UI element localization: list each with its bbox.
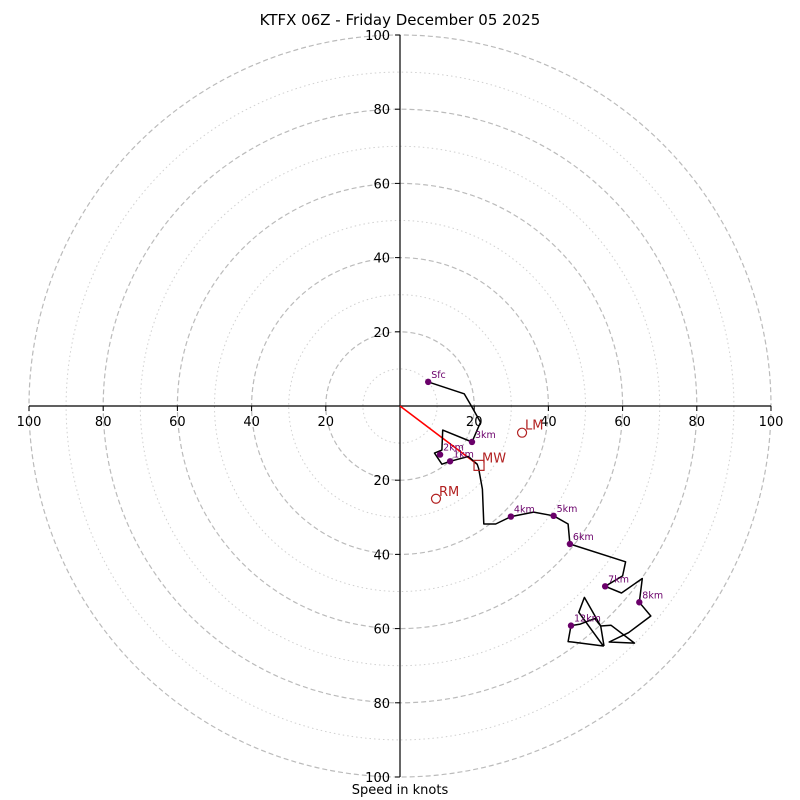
height-label-4km: 4km xyxy=(514,505,535,516)
height-marker-2km xyxy=(436,451,444,458)
height-marker-Sfc xyxy=(424,378,432,386)
height-marker-5km xyxy=(550,512,557,520)
tick-label-left: 20 xyxy=(318,415,335,430)
storm-label-LM: LM xyxy=(525,419,543,434)
height-label-2km: 2km xyxy=(443,443,464,454)
height-marker-8km xyxy=(636,599,643,606)
tick-label-bottom: 80 xyxy=(373,697,390,712)
height-label-8km: 8km xyxy=(642,590,663,601)
tick-label-right: 80 xyxy=(689,415,706,430)
tick-label-top: 80 xyxy=(373,103,390,118)
tick-label-top: 100 xyxy=(365,29,390,44)
height-marker-12km xyxy=(567,622,575,629)
height-label-7km: 7km xyxy=(608,574,629,585)
height-label-12km: 12km xyxy=(574,614,601,625)
tick-label-top: 20 xyxy=(373,326,390,341)
storm-marker-LM xyxy=(516,427,528,438)
tick-label-top: 60 xyxy=(373,177,390,192)
height-label-3km: 3km xyxy=(475,430,496,441)
storm-label-MW: MW xyxy=(482,451,506,466)
height-label-6km: 6km xyxy=(573,532,594,543)
tick-label-left: 60 xyxy=(169,415,186,430)
storm-label-RM: RM xyxy=(439,485,459,500)
height-label-1km: 1km xyxy=(453,449,474,460)
tick-label-left: 40 xyxy=(243,415,260,430)
chart-title: KTFX 06Z - Friday December 05 2025 xyxy=(259,11,541,29)
height-label-5km: 5km xyxy=(557,504,578,515)
shear-vector-line xyxy=(399,405,478,465)
tick-label-top: 40 xyxy=(373,252,390,267)
height-label-Sfc: Sfc xyxy=(431,370,446,381)
tick-label-bottom: 60 xyxy=(373,623,390,638)
tick-label-right: 40 xyxy=(540,415,557,430)
height-marker-1km xyxy=(446,458,454,465)
storm-marker-MW xyxy=(473,459,485,471)
x-axis-label: Speed in knots xyxy=(351,783,449,798)
height-marker-4km xyxy=(507,513,515,520)
tick-label-bottom: 20 xyxy=(373,474,390,489)
tick-label-left: 100 xyxy=(17,415,42,430)
tick-label-bottom: 40 xyxy=(373,548,390,563)
height-marker-6km xyxy=(566,540,574,548)
storm-marker-RM xyxy=(430,493,442,504)
height-marker-3km xyxy=(468,438,476,446)
tick-label-right: 100 xyxy=(759,415,784,430)
tick-label-left: 80 xyxy=(95,415,112,430)
tick-label-bottom: 100 xyxy=(365,771,390,786)
height-marker-7km xyxy=(601,583,609,590)
tick-label-right: 60 xyxy=(614,415,631,430)
